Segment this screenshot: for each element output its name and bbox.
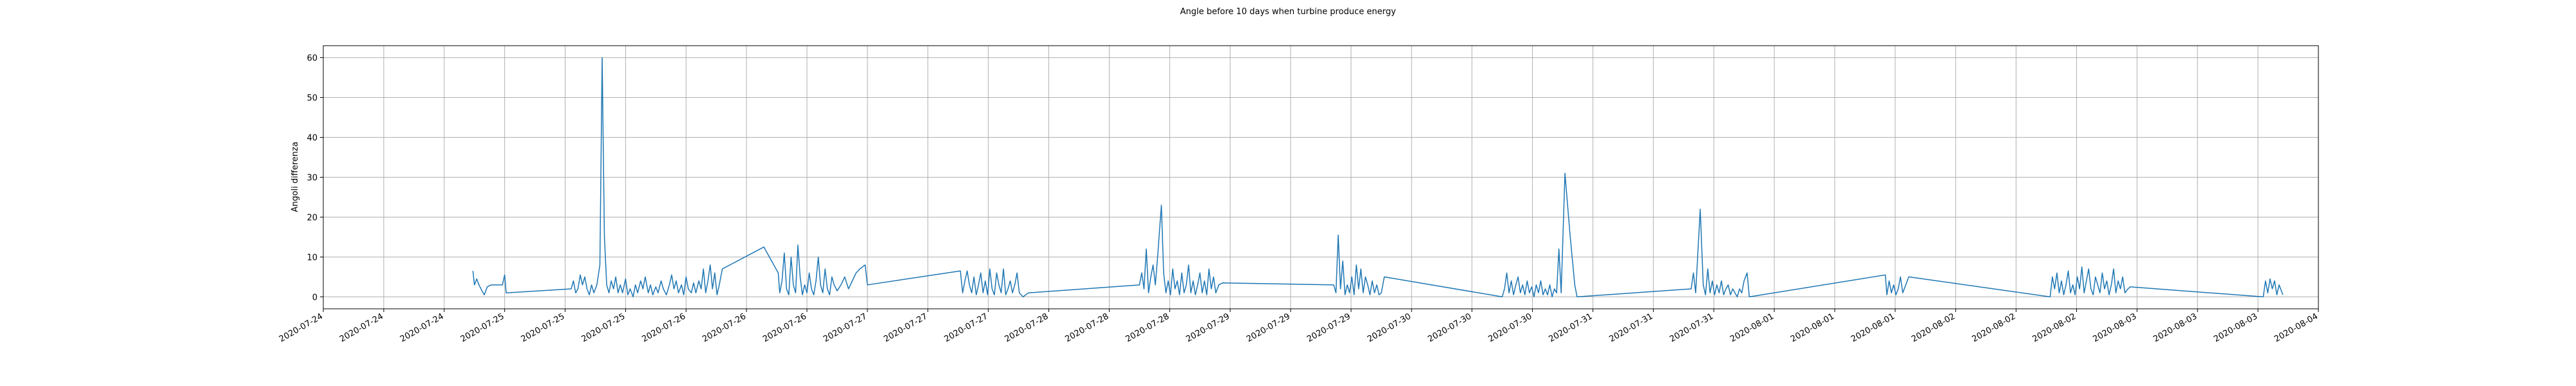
y-tick-label: 20 bbox=[307, 213, 317, 223]
x-tick-label: 2020-07-30 bbox=[1426, 311, 1473, 344]
x-tick-label: 2020-07-25 bbox=[459, 311, 506, 344]
x-tick-label: 2020-08-02 bbox=[1971, 311, 2018, 344]
y-tick-label: 30 bbox=[307, 174, 317, 183]
x-tick-label: 2020-07-30 bbox=[1487, 311, 1534, 344]
x-tick-label: 2020-07-26 bbox=[761, 311, 808, 344]
x-tick-label: 2020-07-29 bbox=[1245, 311, 1292, 344]
x-tick-label: 2020-07-27 bbox=[943, 311, 990, 344]
x-tick-label: 2020-07-29 bbox=[1184, 311, 1231, 344]
x-tick-label: 2020-07-30 bbox=[1366, 311, 1413, 344]
x-tick-label: 2020-07-28 bbox=[1124, 311, 1171, 344]
data-line bbox=[472, 57, 2284, 298]
x-tick-label: 2020-07-28 bbox=[1063, 311, 1110, 344]
x-tick-label: 2020-08-03 bbox=[2212, 311, 2259, 344]
x-tick-label: 2020-08-02 bbox=[1910, 311, 1957, 344]
x-tick-label: 2020-08-03 bbox=[2091, 311, 2138, 344]
x-tick-label: 2020-07-24 bbox=[338, 311, 385, 344]
x-tick-label: 2020-08-01 bbox=[1850, 311, 1897, 344]
x-tick-label: 2020-08-01 bbox=[1789, 311, 1836, 344]
x-tick-label: 2020-07-31 bbox=[1668, 311, 1715, 344]
y-tick-label: 60 bbox=[307, 54, 317, 64]
x-tick-label: 2020-07-28 bbox=[1003, 311, 1050, 344]
x-tick-label: 2020-07-24 bbox=[278, 311, 325, 344]
x-tick-label: 2020-08-04 bbox=[2273, 311, 2320, 344]
x-tick-label: 2020-08-01 bbox=[1728, 311, 1776, 344]
y-tick-label: 50 bbox=[307, 94, 317, 104]
x-tick-label: 2020-07-31 bbox=[1548, 311, 1595, 344]
x-tick-label: 2020-07-27 bbox=[882, 311, 929, 344]
y-tick-label: 10 bbox=[307, 253, 317, 262]
x-tick-label: 2020-08-02 bbox=[2031, 311, 2078, 344]
x-tick-label: 2020-07-24 bbox=[399, 311, 446, 344]
x-tick-label: 2020-07-25 bbox=[580, 311, 627, 344]
x-tick-label: 2020-07-25 bbox=[520, 311, 567, 344]
x-tick-label: 2020-07-27 bbox=[822, 311, 869, 344]
y-tick-label: 0 bbox=[312, 293, 317, 302]
x-tick-label: 2020-07-26 bbox=[640, 311, 687, 344]
x-tick-label: 2020-07-26 bbox=[701, 311, 748, 344]
y-tick-label: 40 bbox=[307, 134, 317, 143]
chart-title: Angle before 10 days when turbine produc… bbox=[1180, 7, 1396, 17]
x-tick-label: 2020-07-31 bbox=[1607, 311, 1654, 344]
x-tick-label: 2020-07-29 bbox=[1305, 311, 1352, 344]
y-axis-label: Angoli differenza bbox=[290, 142, 300, 212]
plot-frame bbox=[323, 45, 2319, 309]
x-tick-label: 2020-08-03 bbox=[2152, 311, 2199, 344]
